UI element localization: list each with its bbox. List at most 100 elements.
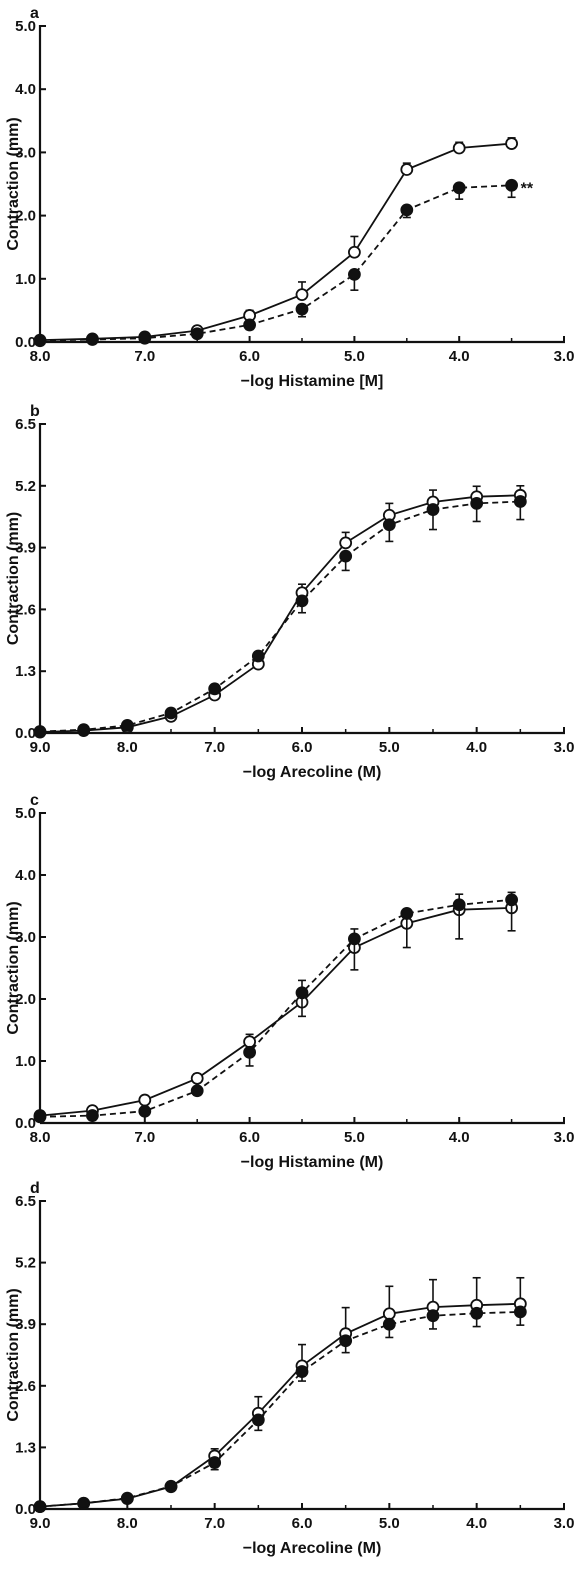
data-point-open — [297, 289, 308, 300]
data-point-filled — [35, 335, 46, 346]
x-axis-title: −log Arecoline (M) — [243, 764, 382, 781]
x-tick-label: 4.0 — [449, 348, 470, 365]
data-point-filled — [166, 708, 177, 719]
data-point-filled — [506, 180, 517, 191]
x-tick-label: 6.0 — [292, 1515, 313, 1532]
data-point-open — [244, 1036, 255, 1047]
series-line-solid — [40, 495, 520, 732]
panel-d: 9.0 8.0 7.0 6.0 5.0 4.0 3.0 0.0 1.3 2.6 3.9 5.2 6.5d… — [5, 1180, 574, 1557]
data-point-filled — [349, 933, 360, 944]
x-tick-label: 5.0 — [379, 739, 400, 756]
series-line-dashed — [40, 502, 520, 732]
y-axis-title: Contraction (mm) — [5, 512, 22, 645]
data-point-open — [401, 164, 412, 175]
x-tick-label: 3.0 — [554, 1515, 575, 1532]
data-point-filled — [35, 1111, 46, 1122]
data-point-filled — [297, 304, 308, 315]
data-point-open — [384, 1308, 395, 1319]
panel-letter: d — [30, 1180, 40, 1197]
x-tick-label: 7.0 — [134, 348, 155, 365]
panel-c: 8.0 7.0 6.0 5.0 4.0 3.00.01.02.03.04.05.0c−lo… — [5, 792, 574, 1171]
data-point-filled — [401, 908, 412, 919]
data-point-open — [340, 537, 351, 548]
x-tick-label: 6.0 — [292, 739, 313, 756]
data-point-open — [506, 138, 517, 149]
y-axis-title: Contraction (mm) — [5, 1288, 22, 1421]
data-point-filled — [78, 724, 89, 735]
data-point-filled — [87, 1110, 98, 1121]
data-point-filled — [253, 1414, 264, 1425]
x-tick-label: 4.0 — [449, 1129, 470, 1146]
data-point-filled — [428, 504, 439, 515]
series-line-solid — [40, 1304, 520, 1507]
data-point-filled — [35, 1501, 46, 1512]
series-open — [35, 892, 518, 1121]
data-point-filled — [297, 595, 308, 606]
x-tick-label: 4.0 — [466, 739, 487, 756]
x-tick-label: 7.0 — [204, 1515, 225, 1532]
data-point-filled — [244, 319, 255, 330]
x-tick-label: 5.0 — [379, 1515, 400, 1532]
series-line-dashed — [40, 1312, 520, 1507]
data-point-filled — [454, 899, 465, 910]
data-point-filled — [340, 551, 351, 562]
x-tick-label: 3.0 — [554, 348, 575, 365]
series-filled — [35, 496, 526, 737]
y-tick-label: 0.0 — [15, 1115, 36, 1132]
x-tick-label: 6.0 — [239, 348, 260, 365]
data-point-open — [192, 1073, 203, 1084]
y-tick-label: 4.0 — [15, 867, 36, 884]
data-point-filled — [515, 1306, 526, 1317]
data-point-filled — [401, 204, 412, 215]
y-tick-label: 1.0 — [15, 1053, 36, 1070]
data-point-filled — [122, 720, 133, 731]
panels: 8.0 7.0 6.0 5.0 4.0 3.00.01.02.03.04.05.0a−lo… — [5, 5, 574, 1557]
x-axis-title: −log Histamine [M] — [241, 373, 384, 390]
x-tick-label: 5.0 — [344, 348, 365, 365]
panel-letter: a — [30, 5, 39, 22]
y-tick-label: 1.3 — [15, 1439, 36, 1456]
y-tick-label: 0.0 — [15, 334, 36, 351]
data-point-filled — [297, 1366, 308, 1377]
series-filled — [35, 894, 518, 1122]
data-point-filled — [166, 1481, 177, 1492]
data-point-filled — [428, 1310, 439, 1321]
data-point-filled — [139, 1106, 150, 1117]
series-open — [35, 486, 526, 738]
y-tick-label: 0.0 — [15, 725, 36, 742]
data-point-filled — [384, 519, 395, 530]
data-point-filled — [515, 496, 526, 507]
x-tick-label: 8.0 — [117, 1515, 138, 1532]
y-tick-label: 1.0 — [15, 271, 36, 288]
data-point-filled — [454, 182, 465, 193]
data-point-filled — [471, 1308, 482, 1319]
x-tick-label: 7.0 — [204, 739, 225, 756]
data-point-filled — [78, 1498, 89, 1509]
y-axis-title: Contraction (mm) — [5, 901, 22, 1034]
panel-a: 8.0 7.0 6.0 5.0 4.0 3.00.01.02.03.04.05.0a−lo… — [5, 5, 574, 390]
y-tick-label: 1.3 — [15, 663, 36, 680]
data-point-filled — [340, 1335, 351, 1346]
data-point-filled — [192, 1085, 203, 1096]
x-tick-label: 5.0 — [344, 1129, 365, 1146]
series-line-dashed — [40, 185, 512, 340]
y-tick-label: 5.2 — [15, 478, 36, 495]
significance-annotation: ** — [521, 180, 534, 197]
data-point-open — [454, 142, 465, 153]
data-point-filled — [244, 1047, 255, 1058]
x-tick-label: 6.0 — [239, 1129, 260, 1146]
panel-letter: c — [30, 792, 39, 809]
data-point-filled — [384, 1319, 395, 1330]
series-open — [35, 138, 518, 346]
y-tick-label: 4.0 — [15, 81, 36, 98]
data-point-filled — [87, 334, 98, 345]
series-filled — [35, 180, 518, 346]
x-tick-label: 3.0 — [554, 1129, 575, 1146]
data-point-filled — [35, 726, 46, 737]
series-open — [35, 1278, 526, 1512]
data-point-filled — [209, 683, 220, 694]
y-axis-title: Contraction (mm) — [5, 117, 22, 250]
x-tick-label: 8.0 — [117, 739, 138, 756]
data-point-filled — [122, 1493, 133, 1504]
